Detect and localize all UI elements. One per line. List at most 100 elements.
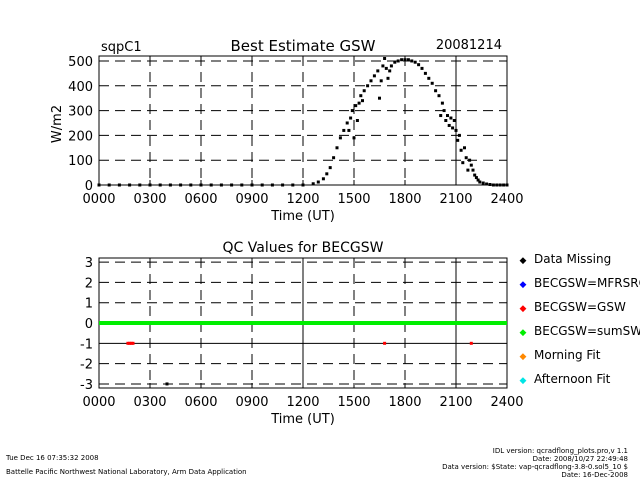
top-point-0 bbox=[366, 84, 370, 88]
qc-point-2 bbox=[383, 341, 387, 345]
legend-label: Data Missing bbox=[534, 252, 612, 266]
qc-xtick-label: 0900 bbox=[235, 395, 268, 410]
footer-idl-date: Date: 2008/10/27 22:49:48 bbox=[532, 455, 628, 463]
top-xtick-label: 2400 bbox=[490, 192, 523, 207]
legend-item-gsw: ◆ BECGSW=GSW bbox=[518, 300, 626, 320]
top-xlabel: Time (UT) bbox=[270, 209, 335, 224]
top-point-0 bbox=[476, 178, 480, 182]
qc-xtick-label: 0000 bbox=[82, 395, 115, 410]
top-point-0 bbox=[396, 59, 400, 63]
top-point-0 bbox=[446, 114, 449, 118]
legend-item-sumsw: ◆ BECGSW=sumSW bbox=[518, 324, 640, 344]
top-point-0 bbox=[386, 76, 390, 80]
top-point-0 bbox=[437, 94, 441, 98]
qc-xtick-label: 1200 bbox=[286, 395, 319, 410]
qc-ytick-label: 0 bbox=[85, 317, 93, 332]
date-label: 20081214 bbox=[436, 38, 502, 53]
top-point-0 bbox=[138, 183, 142, 187]
top-point-0 bbox=[466, 168, 470, 172]
qc-point-2 bbox=[126, 341, 130, 345]
top-ytick-label: 400 bbox=[68, 80, 93, 95]
top-xtick-label: 0900 bbox=[235, 192, 268, 207]
top-point-0 bbox=[361, 99, 364, 103]
legend-marker-sumsw: ◆ bbox=[519, 328, 527, 338]
top-point-0 bbox=[316, 180, 320, 184]
top-point-0 bbox=[117, 183, 121, 187]
top-point-0 bbox=[403, 58, 407, 62]
top-point-0 bbox=[148, 183, 152, 187]
top-point-0 bbox=[481, 181, 485, 185]
top-point-0 bbox=[471, 168, 475, 172]
legend-label: BECGSW=GSW bbox=[534, 300, 626, 314]
top-point-0 bbox=[451, 126, 455, 130]
legend-marker-mfrsrg: ◆ bbox=[519, 280, 527, 290]
legend-marker-gsw: ◆ bbox=[519, 304, 527, 314]
top-xtick-label: 0600 bbox=[184, 192, 217, 207]
top-point-0 bbox=[454, 128, 458, 132]
legend-marker-afternoon-fit: ◆ bbox=[519, 376, 527, 386]
top-point-0 bbox=[502, 183, 506, 187]
top-point-0 bbox=[189, 183, 193, 187]
qc-point-2 bbox=[128, 341, 132, 345]
qc-ytick-label: 3 bbox=[85, 256, 93, 271]
qc-point-0 bbox=[165, 382, 169, 386]
top-point-0 bbox=[355, 119, 359, 122]
qc-ytick-label: -2 bbox=[80, 358, 93, 373]
top-point-0 bbox=[381, 64, 385, 68]
top-point-0 bbox=[495, 183, 499, 187]
top-ytick-label: 0 bbox=[85, 179, 93, 194]
top-point-0 bbox=[505, 183, 509, 187]
top-xtick-label: 0300 bbox=[133, 192, 166, 207]
qc-xtick-label: 0600 bbox=[184, 395, 217, 410]
top-point-0 bbox=[463, 146, 466, 150]
top-xtick-label: 1800 bbox=[388, 192, 421, 207]
top-point-0 bbox=[342, 128, 346, 132]
top-point-0 bbox=[379, 79, 383, 83]
top-point-0 bbox=[97, 183, 101, 187]
top-point-0 bbox=[219, 183, 223, 187]
top-point-0 bbox=[459, 148, 463, 152]
top-point-0 bbox=[474, 176, 478, 180]
top-point-0 bbox=[442, 109, 446, 113]
top-point-0 bbox=[301, 183, 305, 187]
qc-xtick-label: 0300 bbox=[133, 395, 166, 410]
top-point-0 bbox=[410, 59, 414, 63]
top-point-0 bbox=[413, 60, 417, 64]
top-point-0 bbox=[449, 116, 453, 120]
top-point-0 bbox=[393, 60, 397, 64]
top-point-0 bbox=[400, 58, 404, 62]
qc-xtick-label: 2400 bbox=[490, 395, 523, 410]
top-point-0 bbox=[461, 161, 465, 165]
top-point-0 bbox=[452, 119, 456, 122]
top-point-0 bbox=[354, 104, 358, 108]
top-ytick-label: 300 bbox=[68, 105, 93, 120]
top-point-0 bbox=[383, 56, 387, 60]
top-ytick-label: 100 bbox=[68, 154, 93, 169]
top-xtick-label: 1500 bbox=[337, 192, 370, 207]
top-xtick-label: 1200 bbox=[286, 192, 319, 207]
qc-xtick-label: 2100 bbox=[439, 395, 472, 410]
top-point-0 bbox=[347, 128, 351, 132]
legend-label: BECGSW=sumSW bbox=[534, 324, 640, 338]
top-point-0 bbox=[456, 138, 460, 142]
top-point-0 bbox=[457, 133, 461, 137]
top-point-0 bbox=[350, 109, 354, 113]
top-point-0 bbox=[372, 74, 376, 78]
legend-item-morning-fit: ◆ Morning Fit bbox=[518, 348, 601, 368]
legend-label: BECGSW=MFRSRG bbox=[534, 276, 640, 290]
top-point-0 bbox=[369, 79, 373, 83]
top-point-0 bbox=[357, 101, 361, 105]
top-point-0 bbox=[270, 183, 274, 187]
top-point-0 bbox=[423, 71, 427, 75]
legend-label: Afternoon Fit bbox=[534, 372, 611, 386]
legend-item-afternoon-fit: ◆ Afternoon Fit bbox=[518, 372, 611, 392]
top-point-0 bbox=[430, 81, 434, 85]
top-point-0 bbox=[281, 183, 285, 187]
top-xtick-label: 2100 bbox=[439, 192, 472, 207]
top-point-0 bbox=[468, 158, 472, 162]
top-point-0 bbox=[168, 183, 172, 187]
qc-point-2 bbox=[469, 341, 473, 345]
top-point-0 bbox=[240, 183, 244, 187]
legend-item-data-missing: ◆ Data Missing bbox=[518, 252, 612, 272]
